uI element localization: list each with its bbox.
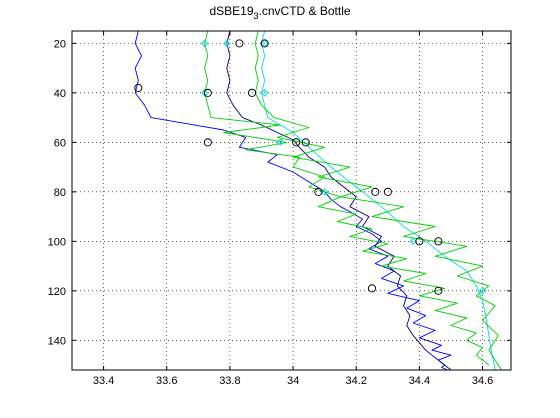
cyan-marker (223, 39, 231, 48)
y-tick-label: 40 (54, 88, 66, 100)
bottle-marker (301, 138, 310, 147)
bottle-marker (134, 83, 143, 92)
bottle-marker (314, 187, 323, 196)
y-axis-labels: 20 40 60 80 100 120 140 (48, 38, 66, 347)
chart-title-subscript: 3 (254, 11, 259, 21)
x-tick-label: 34 (287, 375, 299, 387)
marker-layer (134, 39, 487, 295)
x-tick-label: 34.6 (472, 375, 493, 387)
cyan-marker (200, 39, 209, 48)
series-line-2 (226, 31, 452, 370)
y-tick-label: 20 (54, 38, 66, 50)
bottle-marker (235, 39, 244, 48)
y-tick-label: 60 (54, 137, 66, 149)
y-tick-label: 140 (48, 335, 66, 347)
chart-title: dSBE193.cnvCTD & Bottle (209, 4, 350, 21)
axis-ticks (72, 31, 511, 370)
series-line-1 (134, 31, 452, 370)
series-line-3 (204, 31, 490, 366)
bottle-marker (434, 286, 443, 295)
cyan-marker (260, 39, 269, 48)
bottle-marker (247, 88, 257, 97)
x-tick-label: 33.4 (93, 375, 114, 387)
bottle-marker (367, 284, 377, 293)
series-line-4 (261, 31, 496, 370)
cyan-marker (276, 138, 285, 147)
bottle-marker (371, 187, 380, 196)
x-tick-label: 33.8 (219, 375, 240, 387)
cyan-marker (320, 188, 329, 196)
x-tick-label: 34.4 (409, 375, 430, 387)
cyan-marker (478, 287, 487, 295)
grid-lines (72, 31, 511, 370)
bottle-marker (203, 138, 212, 147)
bottle-marker (292, 138, 301, 147)
plot-frame (71, 30, 512, 371)
y-tick-label: 100 (48, 236, 66, 248)
cyan-marker (260, 89, 269, 97)
y-tick-label: 80 (54, 187, 66, 199)
x-axis-labels: 33.4 33.6 33.8 34 34.2 34.4 34.6 (93, 375, 493, 387)
bottle-marker (383, 187, 392, 196)
y-tick-label: 120 (48, 286, 66, 298)
bottle-marker (415, 237, 424, 246)
bottle-marker (203, 88, 212, 97)
bottle-marker (260, 39, 269, 48)
plot-area (72, 31, 511, 370)
x-tick-label: 34.2 (346, 375, 367, 387)
cyan-marker (200, 89, 209, 97)
x-tick-label: 33.6 (156, 375, 177, 387)
bottle-marker (434, 237, 443, 246)
